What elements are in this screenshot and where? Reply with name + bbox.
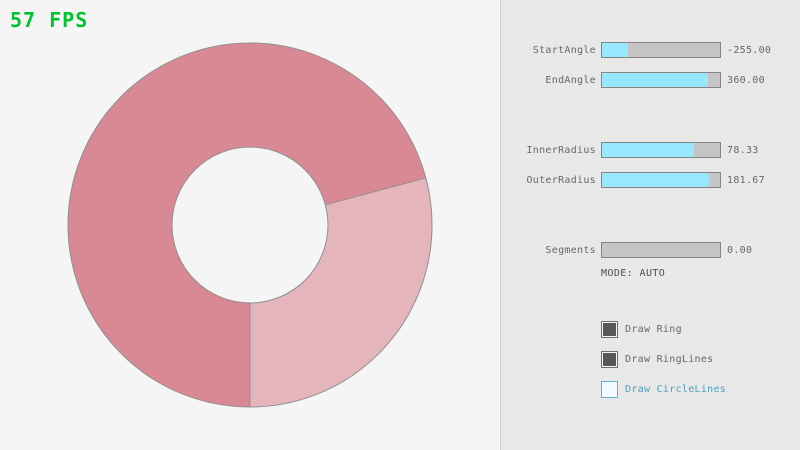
checkbox-row-draw-ringlines: Draw RingLines xyxy=(601,350,714,368)
segments-label: Segments xyxy=(545,245,596,256)
draw-circlelines-checkbox[interactable] xyxy=(601,380,618,398)
startangle-row: StartAngle -255.00 xyxy=(501,40,800,60)
outerradius-label: OuterRadius xyxy=(526,175,596,186)
fps-counter: 57 FPS xyxy=(10,8,89,32)
endangle-label: EndAngle xyxy=(545,75,596,86)
innerradius-label: InnerRadius xyxy=(526,145,596,156)
endangle-value: 360.00 xyxy=(727,75,765,86)
checkmark-icon xyxy=(603,352,616,366)
draw-ring-label: Draw Ring xyxy=(625,323,682,335)
draw-ring-checkbox[interactable] xyxy=(601,320,618,338)
outerradius-slider-fill xyxy=(602,173,710,187)
startangle-slider-fill xyxy=(602,43,628,57)
draw-circlelines-label: Draw CircleLines xyxy=(625,383,727,395)
checkmark-icon xyxy=(603,322,616,336)
ring-inner-outline xyxy=(171,146,329,304)
segments-row: Segments 0.00 xyxy=(501,240,800,260)
draw-ringlines-label: Draw RingLines xyxy=(625,353,714,365)
outerradius-row: OuterRadius 181.67 xyxy=(501,170,800,190)
innerradius-value: 78.33 xyxy=(727,145,759,156)
checkbox-row-draw-circlelines: Draw CircleLines xyxy=(601,380,726,398)
outerradius-value: 181.67 xyxy=(727,175,765,186)
segments-slider[interactable] xyxy=(601,242,721,258)
ring-graphic xyxy=(67,42,433,408)
mode-text: MODE: AUTO xyxy=(601,268,666,279)
draw-ringlines-checkbox[interactable] xyxy=(601,350,618,368)
checkbox-row-draw-ring: Draw Ring xyxy=(601,320,682,338)
innerradius-slider[interactable] xyxy=(601,142,721,158)
startangle-value: -255.00 xyxy=(727,45,772,56)
innerradius-row: InnerRadius 78.33 xyxy=(501,140,800,160)
startangle-slider[interactable] xyxy=(601,42,721,58)
innerradius-slider-fill xyxy=(602,143,695,157)
endangle-slider[interactable] xyxy=(601,72,721,88)
control-panel: StartAngle -255.00 EndAngle 360.00 Inner… xyxy=(500,0,800,450)
ring-segment-line-upper xyxy=(325,177,426,206)
outerradius-slider[interactable] xyxy=(601,172,721,188)
endangle-row: EndAngle 360.00 xyxy=(501,70,800,90)
startangle-label: StartAngle xyxy=(532,45,596,56)
ring-light-region xyxy=(250,177,433,407)
segments-value: 0.00 xyxy=(727,245,753,256)
endangle-slider-fill xyxy=(602,73,709,87)
